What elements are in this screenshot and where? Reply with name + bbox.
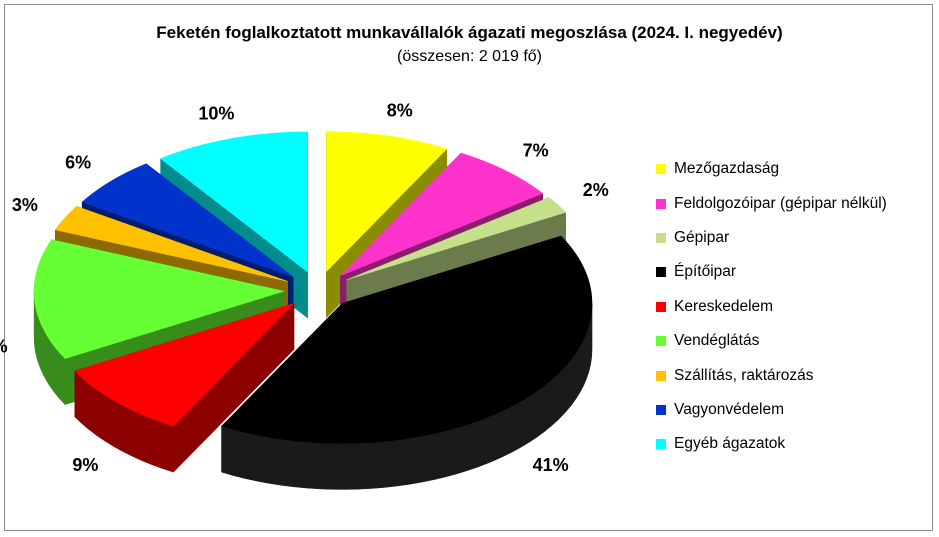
legend-item: Építőipar bbox=[656, 255, 887, 289]
legend-label: Vendéglátás bbox=[674, 332, 760, 350]
slice-value-label: 10% bbox=[198, 104, 234, 124]
legend-item: Vendéglátás bbox=[656, 324, 887, 358]
legend-label: Kereskedelem bbox=[674, 297, 774, 315]
legend-item: Gépipar bbox=[656, 221, 887, 255]
slice-kereskedelem bbox=[74, 302, 295, 473]
slice-value-label: 8% bbox=[387, 100, 413, 120]
chart-subtitle: (összesen: 2 019 fő) bbox=[397, 48, 542, 65]
legend-item: Kereskedelem bbox=[656, 290, 887, 324]
slice-value-label: 7% bbox=[523, 141, 549, 161]
chart-title: Feketén foglalkoztatott munkavállalók ág… bbox=[156, 23, 783, 42]
slice-value-label: 3% bbox=[12, 195, 38, 215]
legend-swatch bbox=[656, 336, 666, 347]
slice-value-label: 9% bbox=[72, 455, 98, 475]
legend-label: Mezőgazdaság bbox=[674, 160, 780, 178]
legend-swatch bbox=[656, 232, 666, 243]
chart-legend: Mezőgazdaság Feldolgozóipar (gépipar nélk… bbox=[656, 152, 887, 462]
legend-swatch bbox=[656, 198, 666, 209]
legend-item: Vagyonvédelem bbox=[656, 393, 887, 427]
legend-swatch bbox=[656, 267, 666, 278]
slice-value-label: 2% bbox=[583, 180, 609, 200]
slice-value-label: 14% bbox=[0, 336, 8, 356]
legend-label: Szállítás, raktározás bbox=[674, 366, 814, 384]
legend-label: Gépipar bbox=[674, 228, 730, 246]
legend-label: Építőipar bbox=[674, 263, 737, 281]
legend-swatch bbox=[656, 439, 666, 450]
legend-item: Feldolgozóipar (gépipar nélkül) bbox=[656, 186, 887, 220]
legend-label: Vagyonvédelem bbox=[674, 400, 785, 418]
legend-label: Egyéb ágazatok bbox=[674, 435, 786, 453]
slice-value-label: 6% bbox=[65, 153, 91, 173]
slice-value-label: 41% bbox=[533, 455, 569, 475]
legend-item: Szállítás, raktározás bbox=[656, 358, 887, 392]
legend-swatch bbox=[656, 164, 666, 175]
legend-swatch bbox=[656, 404, 666, 415]
legend-item: Egyéb ágazatok bbox=[656, 427, 887, 461]
legend-item: Mezőgazdaság bbox=[656, 152, 887, 186]
legend-swatch bbox=[656, 301, 666, 312]
legend-label: Feldolgozóipar (gépipar nélkül) bbox=[674, 194, 887, 212]
slice-építőipar bbox=[221, 235, 593, 490]
legend-swatch bbox=[656, 370, 666, 381]
